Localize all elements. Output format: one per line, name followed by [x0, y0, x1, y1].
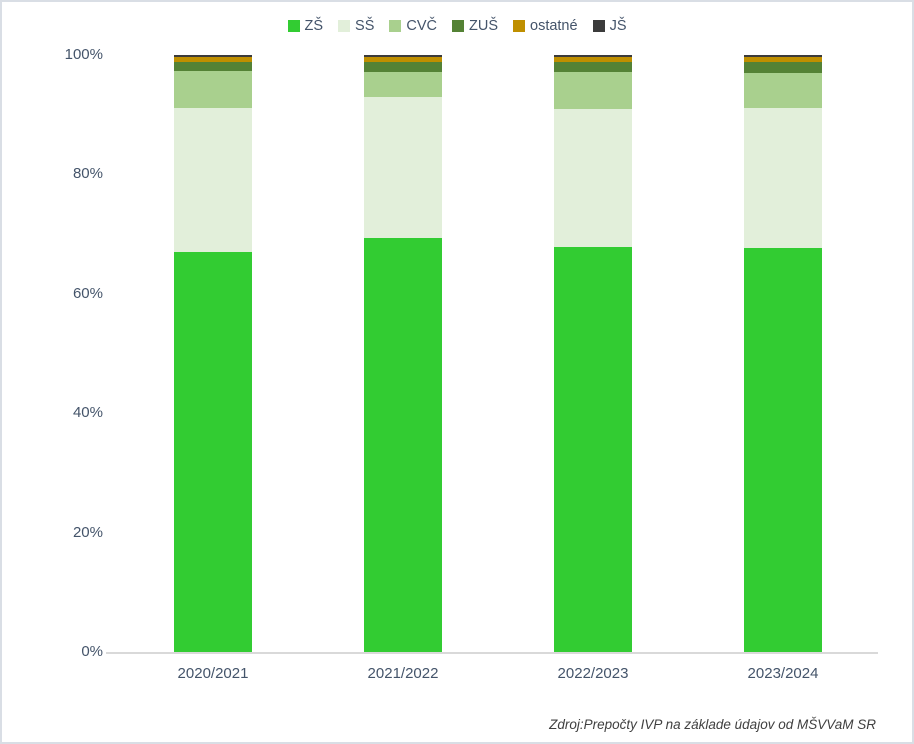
legend-item-3: CVČ	[389, 18, 437, 34]
bar-segment-ostatné	[174, 57, 252, 62]
y-axis-tick-label: 80%	[72, 165, 103, 183]
bar-segment-ZŠ	[744, 247, 822, 652]
x-axis-category-label: 2021/2022	[367, 665, 439, 682]
bar-segment-CVČ	[744, 72, 822, 109]
stacked-bar-2023-2024	[744, 55, 822, 652]
y-axis-tick-label: 20%	[72, 523, 103, 541]
bar-segment-ZŠ	[364, 237, 442, 652]
x-axis-category-label: 2022/2023	[557, 665, 629, 682]
bar-segment-JŠ	[744, 55, 822, 58]
y-axis-tick-label: 0%	[81, 643, 103, 660]
legend-item-5: ostatné	[513, 18, 578, 34]
bar-segment-ZŠ	[174, 252, 252, 652]
legend-swatch-icon	[592, 20, 605, 32]
stacked-bar-2022-2023	[554, 55, 632, 652]
stacked-bar-2020-2021	[174, 55, 252, 652]
legend-swatch-icon	[287, 20, 300, 32]
x-axis-category-label: 2020/2021	[177, 665, 249, 682]
bar-segment-ostatné	[364, 57, 442, 63]
legend-label: JŠ	[609, 18, 627, 34]
legend-item-1: ZŠ	[287, 18, 324, 34]
bar-segment-ostatné	[554, 57, 632, 63]
plot-area	[106, 55, 878, 654]
y-axis-tick-label: 40%	[72, 404, 103, 422]
bar-segment-SŠ	[744, 108, 822, 248]
legend-label: ZŠ	[304, 18, 324, 34]
bar-segment-ZUŠ	[364, 62, 442, 73]
bar-segment-ZUŠ	[174, 61, 252, 72]
legend-swatch-icon	[338, 20, 351, 32]
legend-swatch-icon	[452, 20, 464, 32]
legend-label: SŠ	[355, 18, 375, 34]
bar-segment-JŠ	[554, 55, 632, 58]
y-axis-tick-label: 60%	[72, 284, 103, 302]
chart-legend: ZŠ SŠ CVČ ZUŠ ostatné JŠ	[2, 18, 912, 34]
bar-segment-ZUŠ	[744, 62, 822, 73]
bar-segment-SŠ	[554, 108, 632, 247]
y-axis-tick-label: 100%	[64, 46, 103, 63]
legend-label: CVČ	[406, 18, 437, 34]
legend-item-4: ZUŠ	[452, 18, 498, 34]
source-note: Zdroj:Prepočty IVP na základe údajov od …	[549, 717, 876, 732]
bar-segment-ostatné	[744, 57, 822, 63]
bar-segment-SŠ	[364, 97, 442, 238]
x-axis-category-label: 2023/2024	[747, 665, 819, 682]
bar-segment-ZŠ	[554, 246, 632, 652]
legend-swatch-icon	[513, 20, 525, 32]
bar-segment-JŠ	[364, 55, 442, 58]
bar-segment-SŠ	[174, 107, 252, 253]
legend-swatch-icon	[389, 20, 402, 32]
legend-label: ZUŠ	[469, 18, 498, 34]
bar-segment-JŠ	[174, 55, 252, 58]
bar-segment-CVČ	[174, 71, 252, 108]
legend-label: ostatné	[530, 18, 578, 34]
legend-item-6: JŠ	[592, 18, 627, 34]
bar-segment-ZUŠ	[554, 62, 632, 73]
stacked-bar-2021-2022	[364, 55, 442, 652]
bar-segment-CVČ	[554, 72, 632, 109]
legend-item-2: SŠ	[338, 18, 374, 34]
bar-segment-CVČ	[364, 72, 442, 98]
